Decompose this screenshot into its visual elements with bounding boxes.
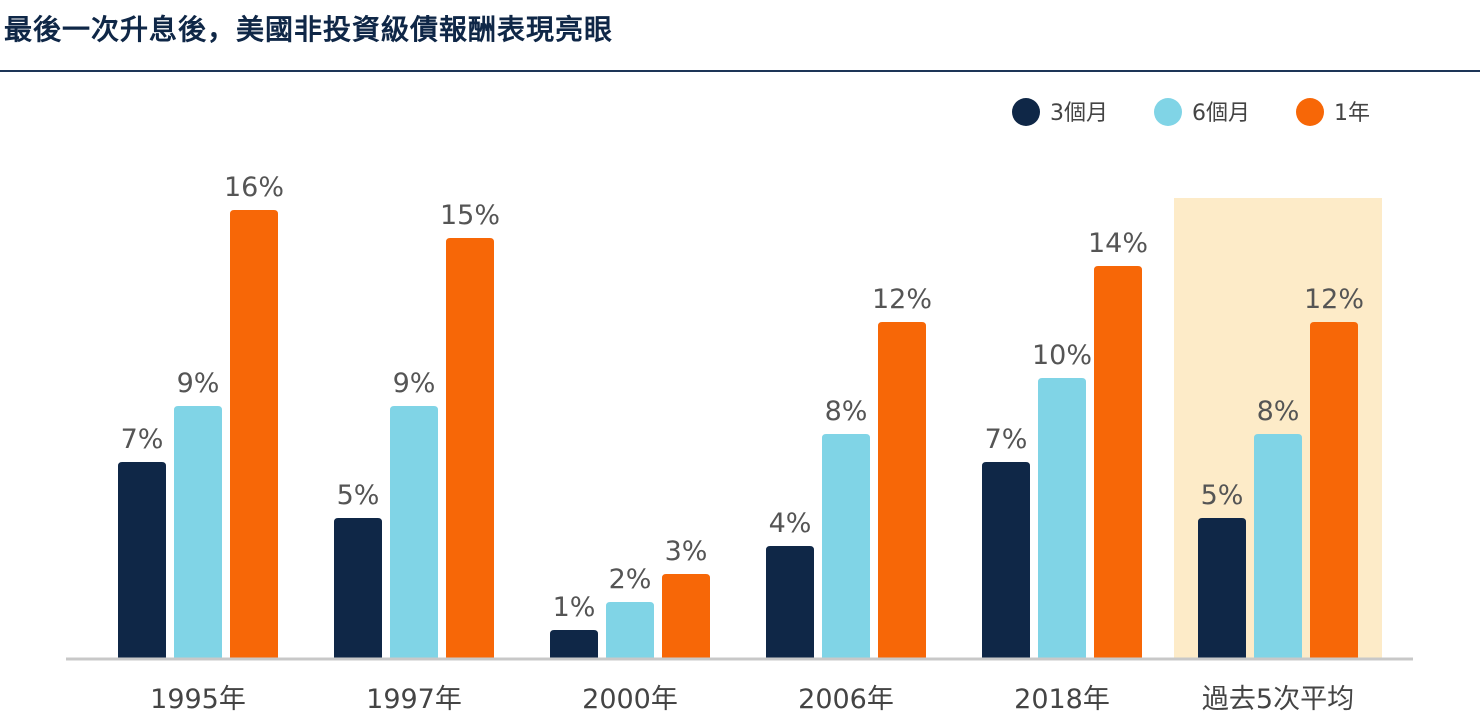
value-label-1995-series-0: 7% (121, 424, 164, 455)
bar-2000-series-2 (662, 574, 710, 658)
legend-label-series-2: 1年 (1334, 101, 1370, 126)
legend: 3個月 6個月 1年 (1012, 98, 1370, 126)
bar-2000-series-0 (550, 630, 598, 658)
title-divider (0, 70, 1480, 72)
value-label-1995-series-2: 16% (224, 172, 284, 203)
legend-swatch-series-1 (1154, 98, 1182, 126)
value-label-2018-series-0: 7% (985, 424, 1028, 455)
value-label-2006-series-2: 12% (872, 284, 932, 315)
bar-5-series-0 (1198, 518, 1246, 658)
value-label-2018-series-1: 10% (1032, 340, 1092, 371)
legend-label-series-0: 3個月 (1050, 101, 1108, 126)
bar-1995-series-1 (174, 406, 222, 658)
bar-2006-series-0 (766, 546, 814, 658)
bar-2006-series-1 (822, 434, 870, 658)
legend-swatch-series-2 (1296, 98, 1324, 126)
chart-title: 最後一次升息後，美國非投資級債報酬表現亮眼 (4, 13, 614, 46)
legend-swatch-series-0 (1012, 98, 1040, 126)
bar-2018-series-1 (1038, 378, 1086, 658)
bar-5-series-1 (1254, 434, 1302, 658)
legend-label-series-1: 6個月 (1192, 101, 1250, 126)
value-label-1997-series-0: 5% (337, 480, 380, 511)
bar-1997-series-1 (390, 406, 438, 658)
value-label-5-series-1: 8% (1257, 396, 1300, 427)
x-tick-label-3: 2006年 (798, 684, 894, 715)
value-label-1995-series-1: 9% (177, 368, 220, 399)
bar-2018-series-0 (982, 462, 1030, 658)
value-label-1997-series-1: 9% (393, 368, 436, 399)
value-label-2000-series-2: 3% (665, 536, 708, 567)
bar-1997-series-0 (334, 518, 382, 658)
bar-1997-series-2 (446, 238, 494, 658)
x-tick-label-4: 2018年 (1014, 684, 1110, 715)
value-label-2000-series-1: 2% (609, 564, 652, 595)
bars-layer (118, 210, 1358, 658)
x-tick-label-1: 1997年 (366, 684, 462, 715)
bar-1995-series-2 (230, 210, 278, 658)
value-labels-layer: 7% 9% 16% 5% 9% 15% 1% 2% 3% 4% 8% 12% 7% 10% 14% 5% 8% 1… (121, 172, 1364, 623)
value-label-2006-series-1: 8% (825, 396, 868, 427)
bar-2006-series-2 (878, 322, 926, 658)
bar-2000-series-1 (606, 602, 654, 658)
value-label-2018-series-2: 14% (1088, 228, 1148, 259)
x-tick-label-2: 2000年 (582, 684, 678, 715)
x-tick-label-0: 1995年 (150, 684, 246, 715)
value-label-2000-series-0: 1% (553, 592, 596, 623)
bar-5-series-2 (1310, 322, 1358, 658)
bar-2018-series-2 (1094, 266, 1142, 658)
value-label-5-series-0: 5% (1201, 480, 1244, 511)
value-label-2006-series-0: 4% (769, 508, 812, 539)
bar-1995-series-0 (118, 462, 166, 658)
value-label-1997-series-2: 15% (440, 200, 500, 231)
x-tick-labels: 1995年 1997年 2000年 2006年 2018年 過去5次平均 (150, 684, 1354, 715)
value-label-5-series-2: 12% (1304, 284, 1364, 315)
x-tick-label-5: 過去5次平均 (1202, 684, 1354, 715)
